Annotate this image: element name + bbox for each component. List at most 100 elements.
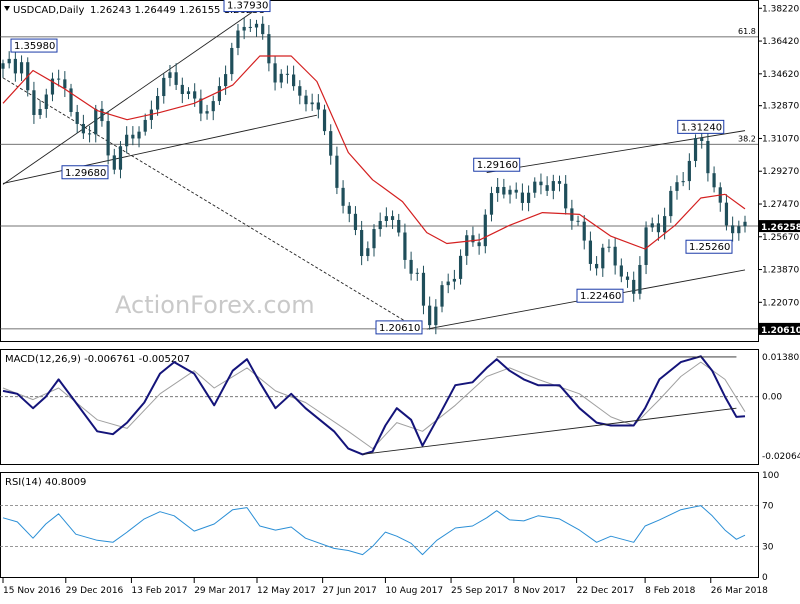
candle-body: [186, 91, 191, 94]
candle-body: [625, 276, 630, 280]
candle-body: [168, 72, 172, 78]
support-level-label-box: [759, 322, 800, 335]
x-axis-tick-label: 25 Sep 2017: [451, 586, 508, 596]
candle-body: [471, 235, 475, 243]
rsi-layer: [0, 505, 758, 556]
candle-body: [242, 26, 246, 31]
macd-layer: [0, 355, 758, 456]
candle-body: [94, 108, 98, 135]
price-annotation-box: [473, 157, 521, 172]
candle-body: [576, 220, 580, 222]
price-annotation-box: [10, 38, 58, 53]
x-axis-tick-label: 26 Mar 2018: [711, 586, 768, 596]
candle-body: [322, 109, 327, 132]
candle-body: [125, 134, 129, 147]
dashed-trendline: [2, 77, 418, 329]
price-axis-tick-label: 1.27470: [762, 200, 799, 210]
price-annotation-box: [61, 165, 109, 180]
candle-body: [409, 259, 413, 274]
candle-body: [50, 78, 55, 95]
rsi-line: [2, 505, 746, 556]
candle-body: [421, 272, 426, 306]
candle-body: [384, 216, 388, 222]
candle-body: [372, 229, 376, 249]
trend-channel-line: [2, 114, 318, 184]
candle-body: [174, 72, 178, 85]
candle-body: [279, 73, 283, 83]
price-axis-tick-label: 1.36420: [762, 37, 799, 47]
candle-body: [353, 213, 358, 231]
dropdown-triangle-icon[interactable]: [4, 6, 10, 11]
candle-body: [440, 285, 444, 307]
current-price-label: 1.26258: [761, 223, 800, 233]
moving-average-line: [2, 55, 746, 250]
candle-body: [81, 123, 85, 134]
price-annotation-label: 1.22460: [580, 291, 621, 302]
candle-body: [613, 246, 617, 266]
candle-body: [607, 246, 611, 248]
candle-body: [638, 264, 642, 294]
candle-body: [366, 248, 370, 257]
trend-channel-line: [2, 6, 261, 185]
candle-body: [533, 181, 537, 193]
candle-body: [267, 34, 271, 64]
candle-body: [712, 173, 716, 188]
candle-body: [564, 183, 568, 209]
candle-body: [557, 181, 562, 184]
candle-body: [545, 185, 549, 191]
price-annotation-label: 1.29680: [65, 168, 106, 179]
candle-body: [13, 58, 17, 74]
candle-body: [112, 155, 116, 170]
candle-body: [335, 155, 339, 188]
axis-layer: 1.38220 1.36420 1.34620 1.32870 1.31070 1.292…: [2, 4, 800, 596]
candle-body: [434, 306, 438, 326]
candle-body: [675, 182, 679, 191]
candle-body: [619, 265, 623, 277]
price-annotation-box: [576, 288, 624, 303]
candle-body: [496, 186, 500, 194]
price-axis-tick-label: 1.32870: [762, 102, 799, 112]
candle-body: [724, 202, 729, 226]
candle-body: [63, 79, 67, 89]
price-axis-tick-label: 1.25670: [762, 233, 799, 243]
price-layer: 61.8 38.2 1.35980 1.29680 1.37930 1.20610 1.29…: [0, 0, 758, 335]
candle-body: [273, 63, 277, 83]
candle-body: [378, 221, 382, 230]
candle-body: [211, 101, 215, 112]
candle-body: [687, 160, 691, 182]
candle-body: [681, 181, 685, 183]
candle-body: [217, 86, 222, 102]
price-axis-tick-label: 1.22070: [762, 298, 799, 308]
current-price-label-box: [759, 220, 800, 233]
candle-body: [100, 108, 104, 122]
price-axis-tick-label: 1.23870: [762, 266, 799, 276]
price-axis-tick-label: 1.38220: [762, 4, 799, 14]
price-annotation-label: 1.29160: [477, 160, 518, 171]
price-annotation-box: [677, 119, 725, 134]
candle-body: [57, 78, 61, 80]
candle-body: [32, 90, 36, 115]
candle-body: [224, 74, 228, 87]
x-axis-tick-label: 12 May 2017: [257, 586, 316, 596]
price-annotation-label: 1.25260: [689, 242, 730, 253]
candle-body: [731, 225, 735, 234]
candle-body: [588, 240, 593, 264]
candle-body: [298, 86, 302, 96]
candle-body: [285, 73, 290, 75]
candle-body: [87, 133, 92, 135]
candle-body: [118, 146, 123, 170]
candle-body: [656, 223, 661, 233]
watermark: ActionForex.com: [115, 291, 315, 319]
rsi-title: RSI(14) 40.8009: [5, 477, 86, 488]
candle-body: [155, 96, 160, 110]
ohlc-values: 1.26243 1.26449 1.26155 1.26258: [90, 5, 265, 16]
candle-body: [520, 192, 524, 203]
candle-body: [669, 190, 673, 217]
candle-body: [582, 221, 586, 241]
candle-body: [465, 235, 469, 256]
candle-body: [539, 181, 543, 186]
candle-body: [292, 74, 296, 87]
candle-body: [644, 227, 648, 265]
candle-body: [106, 121, 110, 156]
